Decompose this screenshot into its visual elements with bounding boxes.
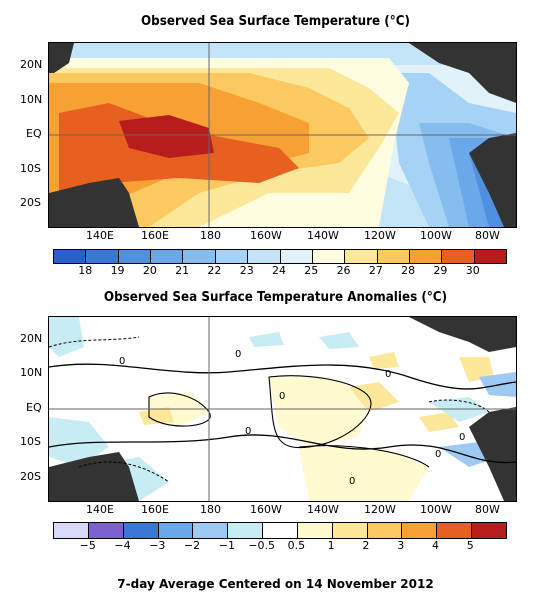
colorbar-tick-label: 23 xyxy=(239,264,254,277)
colorbar-tick-label: −4 xyxy=(114,539,131,552)
colorbar-swatch xyxy=(437,523,473,538)
colorbar-tick-label: 1 xyxy=(327,539,335,552)
sst-lon-label: 120W xyxy=(364,229,396,242)
colorbar-tick-label: −2 xyxy=(183,539,201,552)
anomaly-lon-label: 160E xyxy=(141,503,169,516)
anomaly-lon-label: 120W xyxy=(364,503,396,516)
colorbar-swatch xyxy=(474,250,507,263)
footer-caption: 7-day Average Centered on 14 November 20… xyxy=(117,577,434,591)
sst-map xyxy=(48,42,517,228)
colorbar-swatch xyxy=(193,523,229,538)
contour-label: 0 xyxy=(349,476,355,487)
colorbar-swatch xyxy=(442,250,475,263)
colorbar-swatch xyxy=(54,250,87,263)
sst-colorbar xyxy=(53,249,507,264)
colorbar-tick-label: 21 xyxy=(175,264,190,277)
colorbar-swatch xyxy=(215,250,249,263)
colorbar-swatch xyxy=(332,523,368,538)
anomaly-lat-label: 10S xyxy=(20,435,41,448)
colorbar-swatch xyxy=(263,523,298,538)
sst-lon-label: 160W xyxy=(250,229,282,242)
anomaly-lat-label: EQ xyxy=(26,401,42,414)
colorbar-tick-label: 4 xyxy=(431,539,439,552)
sst-lon-label: 140W xyxy=(307,229,339,242)
anomaly-lat-label: 20S xyxy=(20,470,41,483)
sst-title: Observed Sea Surface Temperature (°C) xyxy=(140,14,410,29)
colorbar-swatch xyxy=(377,250,410,263)
sst-lon-label: 160E xyxy=(141,229,169,242)
colorbar-tick-label: 25 xyxy=(304,264,319,277)
colorbar-swatch xyxy=(312,250,346,263)
anomaly-lon-label: 80W xyxy=(475,503,500,516)
colorbar-swatch xyxy=(472,523,506,538)
colorbar-swatch xyxy=(86,250,119,263)
colorbar-swatch xyxy=(158,523,194,538)
colorbar-tick-label: −3 xyxy=(149,539,166,552)
colorbar-tick-label: 22 xyxy=(207,264,222,277)
anomaly-lon-label: 140W xyxy=(307,503,339,516)
sst-lat-label: 20N xyxy=(20,58,43,71)
anomaly-lon-label: 140E xyxy=(86,503,114,516)
colorbar-tick-label: 0.5 xyxy=(287,539,306,552)
colorbar-swatch xyxy=(402,523,438,538)
colorbar-tick-label: 5 xyxy=(466,539,474,552)
colorbar-tick-label: 26 xyxy=(336,264,351,277)
contour-label: 0 xyxy=(279,391,285,402)
anomaly-lat-label: 20N xyxy=(20,332,43,345)
colorbar-swatch xyxy=(345,250,378,263)
anomaly-lon-label: 160W xyxy=(250,503,282,516)
colorbar-tick-label: 20 xyxy=(142,264,157,277)
colorbar-tick-label: 29 xyxy=(433,264,448,277)
sst-lat-label: 10S xyxy=(20,162,41,175)
colorbar-tick-label: 3 xyxy=(397,539,405,552)
colorbar-swatch xyxy=(88,523,124,538)
colorbar-swatch xyxy=(228,523,264,538)
colorbar-tick-label: −5 xyxy=(79,539,96,552)
colorbar-swatch xyxy=(367,523,403,538)
sst-lon-label: 100W xyxy=(420,229,452,242)
sst-lon-label: 180 xyxy=(200,229,221,242)
anomaly-lat-label: 10N xyxy=(20,366,43,379)
colorbar-swatch xyxy=(297,523,333,538)
colorbar-swatch xyxy=(123,523,159,538)
anomaly-lon-label: 180 xyxy=(200,503,221,516)
colorbar-tick-label: −0.5 xyxy=(248,539,275,552)
colorbar-tick-label: 28 xyxy=(401,264,416,277)
sst-lon-label: 140E xyxy=(86,229,114,242)
contour-label: 0 xyxy=(235,349,241,360)
colorbar-swatch xyxy=(280,250,313,263)
anomaly-lon-label: 100W xyxy=(420,503,452,516)
colorbar-swatch xyxy=(118,250,152,263)
anomaly-colorbar xyxy=(53,522,507,539)
colorbar-tick-label: 18 xyxy=(78,264,93,277)
colorbar-swatch xyxy=(183,250,216,263)
sst-lon-label: 80W xyxy=(475,229,500,242)
colorbar-swatch xyxy=(54,523,89,538)
contour-label: 0 xyxy=(119,356,125,367)
contour-label: 0 xyxy=(435,449,441,460)
sst-lat-label: 10N xyxy=(20,93,43,106)
colorbar-swatch xyxy=(151,250,184,263)
anomaly-title: Observed Sea Surface Temperature Anomali… xyxy=(103,290,448,305)
colorbar-tick-label: 24 xyxy=(272,264,286,277)
sst-lat-label: 20S xyxy=(20,196,41,209)
colorbar-swatch xyxy=(409,250,443,263)
sst-lat-label: EQ xyxy=(26,127,42,140)
colorbar-swatch xyxy=(248,250,281,263)
contour-label: 0 xyxy=(459,432,465,443)
colorbar-tick-label: 19 xyxy=(110,264,125,277)
anomaly-map: 0 0 0 0 0 0 0 0 xyxy=(48,316,517,502)
colorbar-tick-label: 2 xyxy=(362,539,370,552)
contour-label: 0 xyxy=(245,426,251,437)
colorbar-tick-label: 30 xyxy=(465,264,480,277)
contour-label: 0 xyxy=(385,369,391,380)
colorbar-tick-label: 27 xyxy=(368,264,383,277)
colorbar-tick-label: −1 xyxy=(218,539,235,552)
